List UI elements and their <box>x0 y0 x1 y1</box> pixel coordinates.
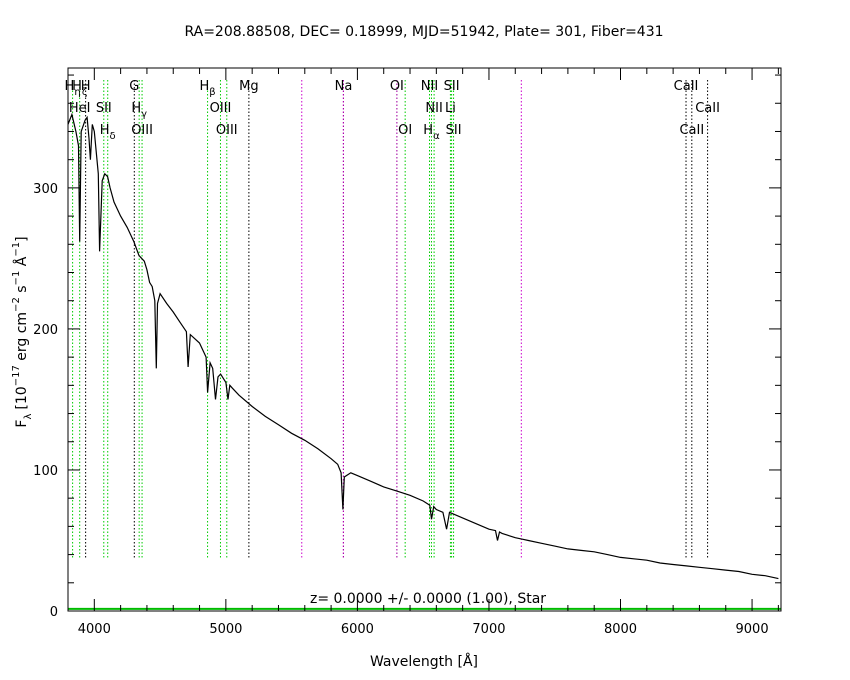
x-tick-label-5000: 5000 <box>209 622 242 637</box>
redshift-annotation: z= 0.0000 +/- 0.0000 (1.00), Star <box>310 591 546 607</box>
line-label-h-3934: H <box>81 79 91 94</box>
line-markers <box>72 80 709 559</box>
y-label-f: F <box>14 420 30 428</box>
line-label-oi-6300: OI <box>390 79 404 94</box>
y-label-exp4: −1 <box>11 242 22 257</box>
line-label-sii-4072: SII <box>96 101 112 116</box>
x-tick-label-6000: 6000 <box>341 622 374 637</box>
plot-frame <box>67 67 782 612</box>
line-label-oiii-5007: OIII <box>216 123 238 138</box>
x-axis-label: Wavelength [Å] <box>370 653 478 670</box>
y-tick-label-100: 100 <box>33 464 58 479</box>
axis-tick-labels: 4000 5000 6000 7000 8000 9000 0 100 200 300 <box>33 182 768 637</box>
line-label-g-4304: G <box>129 79 139 94</box>
y-label-exp3: −1 <box>11 271 22 286</box>
line-label-hei-3889: HeI <box>69 101 91 116</box>
line-label-h-3835: Hη <box>65 79 81 98</box>
chart-title: RA=208.88508, DEC= 0.18999, MJD=51942, P… <box>184 24 663 40</box>
spectrum-series-line <box>67 112 779 580</box>
y-tick-label-200: 200 <box>33 323 58 338</box>
line-label-oiii-4959: OIII <box>210 101 232 116</box>
y-label-mid2: s <box>14 285 30 297</box>
y-axis-label: Fλ[10−17 erg cm−2 s−1 Å−1] <box>11 236 34 427</box>
line-label-oi-6363: OI <box>398 123 412 138</box>
line-label-sii-6731: SII <box>446 123 462 138</box>
line-label-h-6563: Hα <box>423 123 440 142</box>
line-label-li-6707: Li <box>445 101 456 116</box>
y-label-exp2: −2 <box>11 297 22 312</box>
x-tick-label-8000: 8000 <box>604 622 637 637</box>
line-label-oiii-4363: OIII <box>131 123 153 138</box>
line-label-caii-8662: CaII <box>695 101 720 116</box>
y-label-f-sub: λ <box>23 414 34 420</box>
x-tick-label-4000: 4000 <box>78 622 111 637</box>
y-label-mid: erg cm <box>14 312 30 365</box>
x-tick-label-9000: 9000 <box>736 622 769 637</box>
line-label-nii-6583: NII <box>425 101 442 116</box>
y-label-end: ] <box>14 236 30 241</box>
series-layer <box>67 112 781 610</box>
line-label-nii-6548: NII <box>421 79 438 94</box>
y-tick-label-0: 0 <box>50 605 58 620</box>
line-label-caii-8542: CaII <box>679 123 704 138</box>
line-label-mg-5175: Mg <box>239 79 258 94</box>
axis-ticks <box>67 68 781 612</box>
y-label-mid3: Å <box>13 256 30 270</box>
line-label-h-3889: Hζ <box>72 79 87 98</box>
y-label-exp1: −17 <box>11 365 22 386</box>
line-label-h-4861: Hβ <box>199 79 215 98</box>
line-label-na-5894: Na <box>335 79 353 94</box>
x-tick-label-7000: 7000 <box>472 622 505 637</box>
line-label-caii-8498: CaII <box>674 79 699 94</box>
line-label-h-4102: Hδ <box>100 123 116 142</box>
line-label-h-4341: Hγ <box>131 101 147 120</box>
y-label-pre: [10 <box>14 386 30 409</box>
y-tick-label-300: 300 <box>33 182 58 197</box>
line-label-sii-6716: SII <box>444 79 460 94</box>
